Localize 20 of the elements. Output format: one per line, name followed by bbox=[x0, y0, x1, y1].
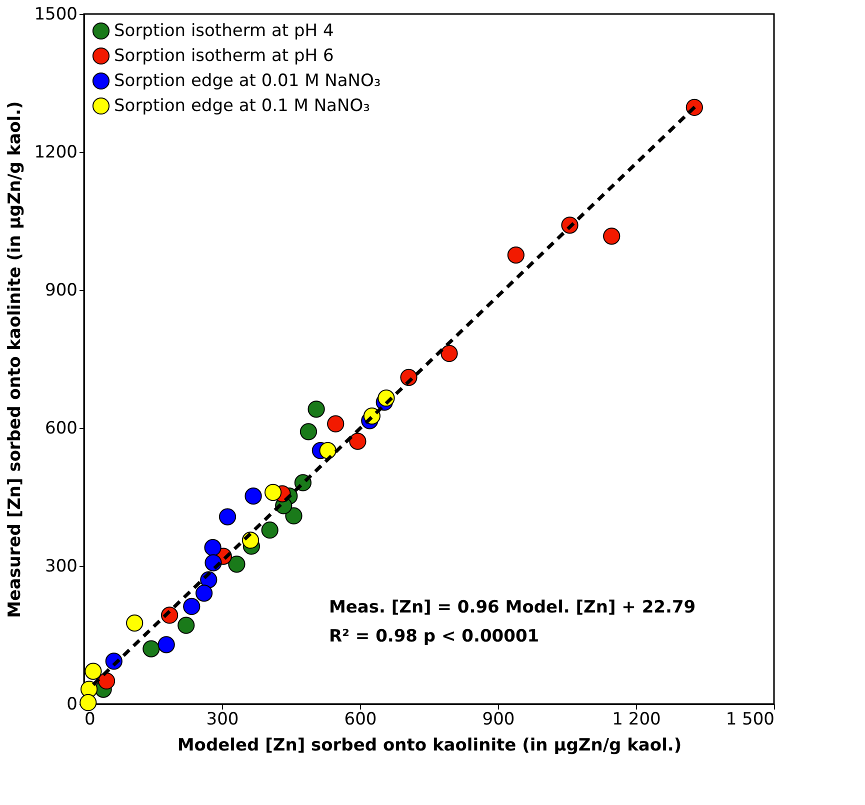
legend-label: Sorption isotherm at pH 4 bbox=[114, 21, 334, 41]
x-tick-label: 300 bbox=[206, 710, 239, 730]
y-tick-label: 300 bbox=[45, 556, 78, 576]
x-tick-label: 1 200 bbox=[612, 710, 661, 730]
x-tick-label: 900 bbox=[482, 710, 515, 730]
y-tick-label: 1500 bbox=[34, 4, 78, 24]
legend-label: Sorption edge at 0.01 M NaNO₃ bbox=[114, 71, 381, 91]
x-tick-label: 0 bbox=[84, 710, 96, 730]
y-tick-label: 600 bbox=[45, 418, 78, 438]
y-tick-label: 900 bbox=[45, 280, 78, 300]
y-tick-label: 1200 bbox=[34, 142, 78, 162]
legend-label: Sorption isotherm at pH 6 bbox=[114, 46, 334, 66]
x-tick-label: 600 bbox=[344, 710, 377, 730]
annotation: R² = 0.98 p < 0.00001 bbox=[328, 626, 540, 646]
x-tick-label: 1 500 bbox=[726, 710, 774, 730]
x-axis-title: Modeled [Zn] sorbed onto kaolinite (in µgZn/g kaol.) bbox=[177, 736, 682, 756]
y-axis-title: Measured [Zn] sorbed onto kaolinite (in µgZn/g kaol.) bbox=[5, 101, 26, 618]
y-tick-label: 0 bbox=[66, 694, 78, 714]
legend-label: Sorption edge at 0.1 M NaNO₃ bbox=[114, 96, 370, 116]
annotation: Meas. [Zn] = 0.96 Model. [Zn] + 22.79 bbox=[328, 597, 696, 618]
